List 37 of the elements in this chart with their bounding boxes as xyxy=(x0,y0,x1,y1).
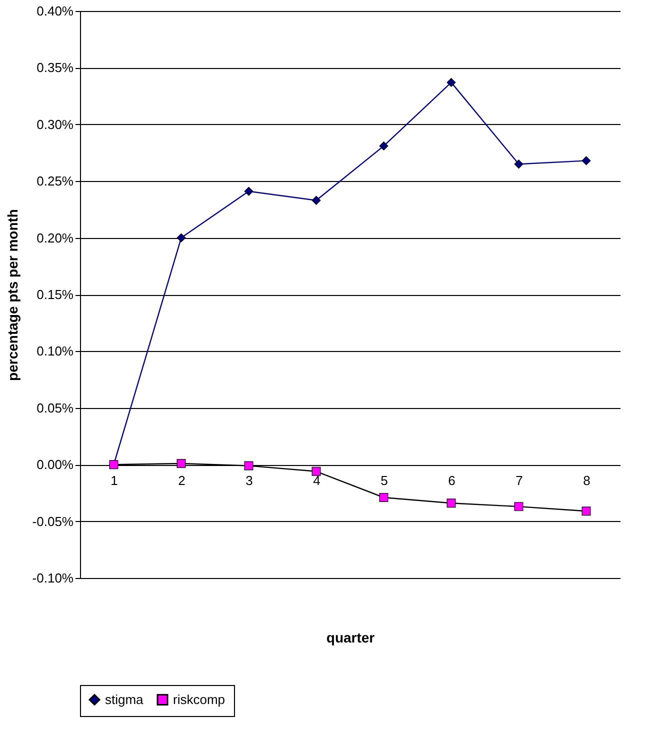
y-tick-label: -0.05% xyxy=(32,514,74,529)
point xyxy=(446,498,456,508)
y-tick-label: 0.15% xyxy=(36,287,74,302)
x-tick-label: 5 xyxy=(380,473,388,488)
y-tick-label: -0.10% xyxy=(32,570,74,586)
x-tick-label: 3 xyxy=(246,473,253,488)
x-tick-label: 8 xyxy=(583,473,590,488)
x-axis-title: quarter xyxy=(326,630,376,646)
point xyxy=(514,502,524,512)
y-tick-label: 0.10% xyxy=(36,344,74,359)
y-tick-label: 0.35% xyxy=(36,60,74,76)
x-tick-label: 1 xyxy=(110,473,118,488)
point xyxy=(244,461,254,470)
point xyxy=(176,458,186,468)
y-tick-label: 0.00% xyxy=(36,457,74,472)
y-axis-title: percentage pts per month xyxy=(4,209,20,381)
point xyxy=(582,506,591,516)
y-tick-label: 0.30% xyxy=(36,116,74,132)
y-tick-label: 0.40% xyxy=(36,4,74,18)
y-tick-label: 0.20% xyxy=(36,230,74,246)
point xyxy=(176,233,186,242)
x-tick-label: 6 xyxy=(448,473,456,488)
point xyxy=(379,493,388,502)
point xyxy=(312,196,321,205)
y-tick-label: 0.05% xyxy=(36,400,74,416)
x-tick-label: 7 xyxy=(516,473,523,488)
point xyxy=(582,156,591,166)
point xyxy=(379,141,388,150)
point xyxy=(244,186,254,196)
point xyxy=(446,78,456,87)
x-tick-label: 2 xyxy=(178,473,186,488)
legend-label: riskcomp xyxy=(173,692,226,707)
y-tick-label: 0.25% xyxy=(36,174,74,189)
x-tick-label: 4 xyxy=(313,473,320,488)
point xyxy=(312,466,321,476)
point xyxy=(514,160,524,169)
legend-label: stigma xyxy=(105,692,144,707)
